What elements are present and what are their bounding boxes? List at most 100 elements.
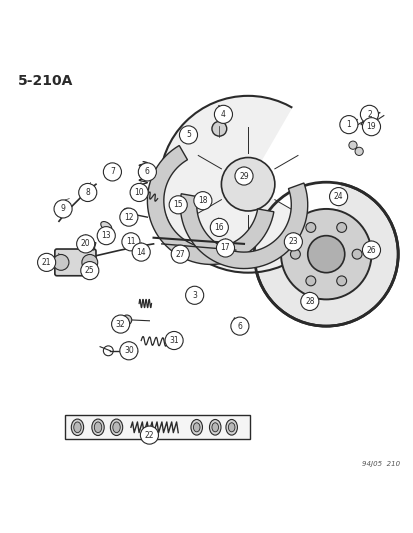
Ellipse shape xyxy=(94,422,102,433)
Text: 21: 21 xyxy=(42,258,51,267)
Circle shape xyxy=(82,254,97,270)
Text: 6: 6 xyxy=(237,321,242,330)
Circle shape xyxy=(138,163,156,181)
Circle shape xyxy=(348,141,356,149)
Text: 26: 26 xyxy=(366,246,375,255)
Text: 94J05  210: 94J05 210 xyxy=(361,461,399,467)
Wedge shape xyxy=(247,104,340,230)
Text: 3: 3 xyxy=(192,291,197,300)
Circle shape xyxy=(254,182,397,326)
Text: 13: 13 xyxy=(101,231,111,240)
Text: 30: 30 xyxy=(123,346,133,356)
Ellipse shape xyxy=(71,419,83,435)
Text: 31: 31 xyxy=(169,336,178,345)
Ellipse shape xyxy=(110,419,122,435)
Text: 17: 17 xyxy=(220,244,230,253)
Ellipse shape xyxy=(225,419,237,435)
Circle shape xyxy=(305,222,315,232)
Circle shape xyxy=(329,188,347,206)
Circle shape xyxy=(359,106,377,124)
Circle shape xyxy=(81,262,99,280)
Circle shape xyxy=(214,106,232,124)
Text: 22: 22 xyxy=(144,431,154,440)
Text: 28: 28 xyxy=(304,297,314,306)
Text: 29: 29 xyxy=(239,172,248,181)
Circle shape xyxy=(130,183,148,201)
Text: 5: 5 xyxy=(185,131,190,140)
Text: 9: 9 xyxy=(60,205,65,213)
Circle shape xyxy=(354,147,362,156)
Ellipse shape xyxy=(228,423,235,432)
Circle shape xyxy=(54,200,72,218)
Ellipse shape xyxy=(211,423,218,432)
Text: 14: 14 xyxy=(136,248,146,256)
Polygon shape xyxy=(147,146,273,264)
Circle shape xyxy=(210,219,228,237)
Text: 19: 19 xyxy=(366,122,375,131)
Circle shape xyxy=(165,332,183,350)
Circle shape xyxy=(336,276,346,286)
Polygon shape xyxy=(180,183,307,269)
Text: 24: 24 xyxy=(333,192,342,201)
Circle shape xyxy=(361,118,380,136)
Bar xyxy=(65,415,249,439)
Text: 7: 7 xyxy=(110,167,114,176)
Circle shape xyxy=(300,293,318,311)
Circle shape xyxy=(38,253,55,271)
Circle shape xyxy=(235,167,252,185)
Circle shape xyxy=(97,227,115,245)
Ellipse shape xyxy=(92,419,104,435)
Circle shape xyxy=(230,317,248,335)
Circle shape xyxy=(179,126,197,144)
Text: 32: 32 xyxy=(116,320,125,328)
Ellipse shape xyxy=(113,422,120,433)
Circle shape xyxy=(339,116,357,134)
Circle shape xyxy=(361,241,380,259)
Circle shape xyxy=(171,245,189,263)
Circle shape xyxy=(76,235,95,253)
Circle shape xyxy=(280,209,370,300)
Circle shape xyxy=(307,236,344,273)
Text: 18: 18 xyxy=(198,196,207,205)
Text: 20: 20 xyxy=(81,239,90,248)
Text: 12: 12 xyxy=(124,213,133,222)
Circle shape xyxy=(221,158,274,211)
Circle shape xyxy=(121,315,131,325)
Circle shape xyxy=(103,163,121,181)
Ellipse shape xyxy=(190,419,202,435)
Text: 6: 6 xyxy=(145,167,150,176)
Circle shape xyxy=(119,342,138,360)
Text: 8: 8 xyxy=(85,188,90,197)
Text: 23: 23 xyxy=(288,237,297,246)
Text: 16: 16 xyxy=(214,223,223,232)
Ellipse shape xyxy=(100,222,112,231)
Ellipse shape xyxy=(193,423,199,432)
Circle shape xyxy=(284,233,301,251)
Circle shape xyxy=(185,286,203,304)
Circle shape xyxy=(53,254,69,270)
Circle shape xyxy=(336,222,346,232)
Circle shape xyxy=(305,276,315,286)
Circle shape xyxy=(290,249,299,259)
Circle shape xyxy=(211,122,226,136)
Text: 11: 11 xyxy=(126,237,135,246)
Text: 25: 25 xyxy=(85,266,95,275)
Text: 4: 4 xyxy=(221,110,225,119)
Text: 27: 27 xyxy=(175,249,185,259)
Circle shape xyxy=(121,233,140,251)
Text: 10: 10 xyxy=(134,188,144,197)
Circle shape xyxy=(119,208,138,226)
Text: 15: 15 xyxy=(173,200,183,209)
Circle shape xyxy=(132,243,150,261)
Circle shape xyxy=(216,239,234,257)
Ellipse shape xyxy=(209,419,221,435)
Text: 1: 1 xyxy=(346,120,350,129)
Polygon shape xyxy=(77,242,96,250)
Text: 2: 2 xyxy=(366,110,371,119)
Ellipse shape xyxy=(123,208,134,216)
Circle shape xyxy=(193,192,211,210)
Circle shape xyxy=(169,196,187,214)
FancyBboxPatch shape xyxy=(55,249,96,276)
Circle shape xyxy=(78,183,97,201)
Circle shape xyxy=(112,315,129,333)
